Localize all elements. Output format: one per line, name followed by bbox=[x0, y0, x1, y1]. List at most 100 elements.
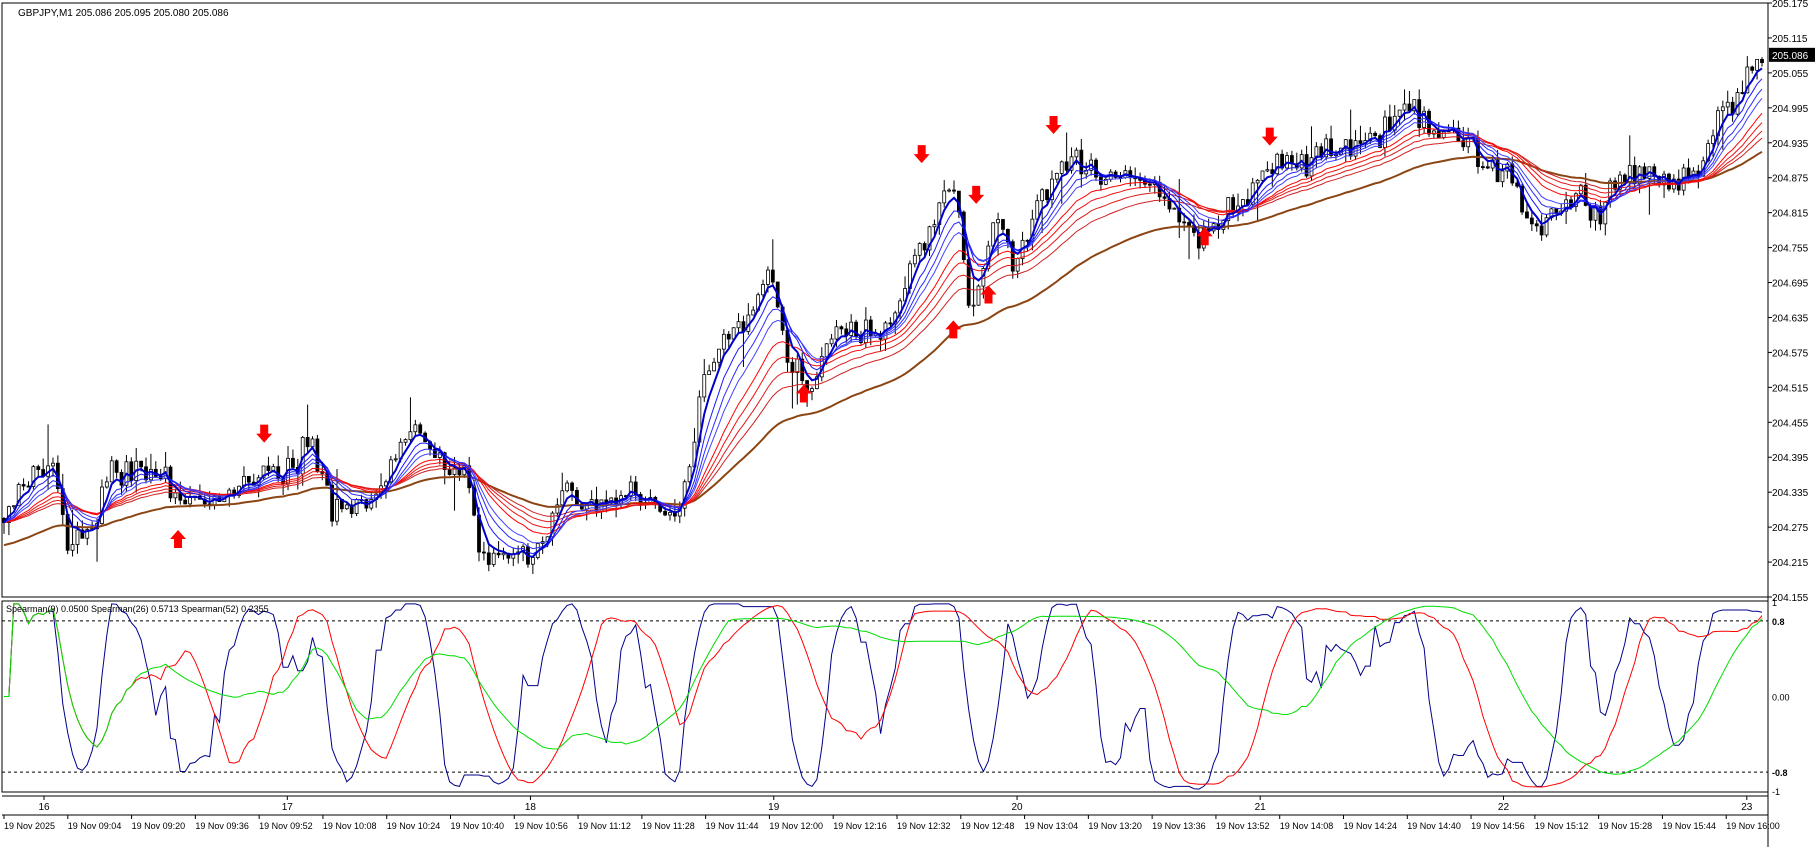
time-label: 19 Nov 09:20 bbox=[132, 821, 186, 831]
sell-arrow-icon bbox=[1045, 116, 1062, 135]
candle-body bbox=[1622, 174, 1627, 182]
candle-body bbox=[687, 466, 692, 483]
time-label: 19 Nov 12:32 bbox=[897, 821, 951, 831]
candle-body bbox=[1054, 173, 1059, 180]
oscillator-frame bbox=[1, 600, 1769, 793]
candle-body bbox=[1520, 185, 1524, 213]
buy-arrow-icon bbox=[1196, 227, 1213, 246]
candle-body bbox=[1358, 140, 1363, 144]
time-label: 19 Nov 09:36 bbox=[195, 821, 249, 831]
candle-body bbox=[85, 529, 90, 539]
candle-body bbox=[1324, 138, 1329, 158]
candle-body bbox=[721, 333, 726, 350]
candle-body bbox=[1745, 66, 1750, 94]
candle-body bbox=[1686, 167, 1691, 177]
day-label: 22 bbox=[1498, 802, 1510, 813]
candle-body bbox=[104, 481, 109, 488]
price-tick-label: 204.395 bbox=[1772, 453, 1809, 464]
candle-body bbox=[31, 466, 36, 487]
candle-body bbox=[114, 460, 119, 473]
candle-body bbox=[1500, 170, 1505, 183]
candle-body bbox=[1485, 166, 1490, 169]
candle-body bbox=[1177, 207, 1182, 223]
day-label: 16 bbox=[38, 802, 50, 813]
time-label: 19 Nov 15:44 bbox=[1662, 821, 1716, 831]
candle-body bbox=[1534, 223, 1539, 227]
candle-body bbox=[888, 322, 893, 325]
candle-body bbox=[335, 498, 339, 522]
candle-body bbox=[1255, 179, 1260, 184]
candle-body bbox=[1343, 139, 1348, 149]
candle-body bbox=[1260, 170, 1265, 181]
candle-body bbox=[330, 484, 334, 522]
sell-arrow-icon bbox=[256, 424, 273, 443]
candle-body bbox=[1329, 138, 1333, 156]
candle-body bbox=[1461, 140, 1466, 148]
candle-body bbox=[790, 361, 795, 373]
candle-body bbox=[766, 269, 770, 285]
price-tick-label: 204.875 bbox=[1772, 174, 1809, 185]
candle-body bbox=[26, 485, 31, 488]
candle-body bbox=[1711, 135, 1715, 144]
sell-arrow-icon bbox=[1261, 127, 1278, 146]
candle-body bbox=[1059, 161, 1064, 174]
sell-arrow-icon bbox=[968, 185, 985, 204]
time-label: 19 Nov 15:12 bbox=[1535, 821, 1589, 831]
candle-body bbox=[261, 465, 266, 479]
candle-body bbox=[1525, 211, 1529, 219]
price-tick-label: 204.815 bbox=[1772, 209, 1809, 220]
ma-line-slow-brown bbox=[3, 150, 1763, 547]
candle-body bbox=[310, 438, 315, 448]
time-label: 19 Nov 10:40 bbox=[451, 821, 505, 831]
candle-body bbox=[393, 458, 398, 461]
time-label: 19 Nov 2025 bbox=[4, 821, 55, 831]
candle-body bbox=[305, 436, 310, 448]
candle-body bbox=[868, 319, 873, 336]
sell-arrow-icon bbox=[913, 145, 930, 164]
time-label: 19 Nov 14:24 bbox=[1344, 821, 1398, 831]
day-label: 17 bbox=[282, 802, 294, 813]
candle-body bbox=[628, 481, 633, 497]
day-label: 19 bbox=[768, 802, 780, 813]
oscillator-axis: 1 0.8 0.00 -0.8 -1 bbox=[1772, 598, 1790, 797]
candle-body bbox=[917, 243, 922, 256]
ma-line-red-4 bbox=[3, 137, 1763, 524]
price-tick-label: 204.995 bbox=[1772, 104, 1809, 115]
current-price-box bbox=[1769, 47, 1815, 62]
candle-body bbox=[188, 496, 192, 505]
chart-title: GBPJPY,M1 205.086 205.095 205.080 205.08… bbox=[18, 8, 229, 19]
candle-body bbox=[717, 348, 721, 363]
candle-body bbox=[1539, 225, 1544, 236]
candle-body bbox=[912, 254, 917, 265]
candle-body bbox=[565, 482, 570, 492]
candle-body bbox=[996, 219, 1000, 224]
spearman-line-52 bbox=[4, 603, 1763, 775]
candle-body bbox=[354, 499, 359, 514]
time-label: 19 Nov 09:52 bbox=[259, 821, 313, 831]
candle-body bbox=[560, 490, 565, 506]
time-label: 19 Nov 12:48 bbox=[961, 821, 1015, 831]
time-label: 19 Nov 13:04 bbox=[1025, 821, 1079, 831]
candle-body bbox=[1603, 201, 1608, 225]
oscillator bbox=[2, 603, 1768, 790]
candle-body bbox=[418, 424, 423, 434]
candle-body bbox=[109, 460, 114, 483]
price-tick-label: 204.935 bbox=[1772, 139, 1809, 150]
candle-body bbox=[726, 333, 731, 340]
time-label: 19 Nov 10:24 bbox=[387, 821, 441, 831]
oscillator-title: Spearman(9) 0.0500 Spearman(26) 0.5713 S… bbox=[6, 604, 269, 614]
candle-body bbox=[1182, 221, 1187, 224]
candle-body bbox=[1079, 149, 1084, 175]
candle-body bbox=[1040, 189, 1045, 202]
price-tick-label: 205.115 bbox=[1772, 34, 1808, 45]
candle-body bbox=[707, 370, 712, 375]
day-label: 23 bbox=[1741, 802, 1753, 813]
candle-body bbox=[1432, 130, 1436, 135]
candle-body bbox=[21, 484, 26, 487]
buy-arrow-icon bbox=[170, 530, 187, 549]
candle-body bbox=[129, 461, 134, 481]
candle-body bbox=[1720, 106, 1725, 112]
price-tick-label: 204.755 bbox=[1772, 244, 1809, 255]
